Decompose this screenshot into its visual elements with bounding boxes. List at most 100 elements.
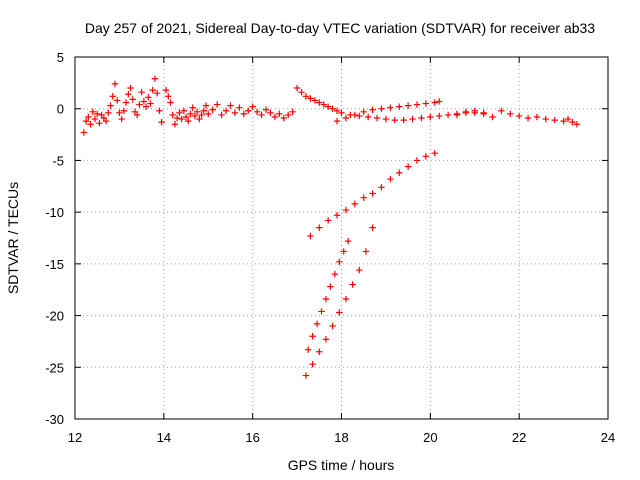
- data-point: [560, 117, 567, 125]
- x-tick-label: 14: [157, 430, 171, 445]
- data-point: [142, 103, 150, 110]
- axis-ticks: [74, 56, 609, 420]
- data-point: [149, 86, 156, 94]
- data-point: [309, 333, 316, 340]
- data-point: [387, 175, 394, 183]
- y-tick-label: -5: [52, 153, 64, 168]
- data-point: [360, 194, 367, 201]
- data-point: [276, 110, 283, 118]
- data-point: [331, 271, 339, 278]
- data-point: [140, 98, 148, 105]
- data-point: [422, 153, 430, 160]
- y-tick-label: -20: [45, 309, 64, 324]
- data-point: [309, 360, 316, 368]
- data-point: [122, 99, 130, 106]
- data-point: [533, 113, 541, 121]
- data-point: [333, 212, 341, 219]
- data-point: [524, 114, 532, 122]
- data-point: [542, 115, 550, 123]
- data-point: [193, 108, 201, 116]
- data-point: [360, 108, 367, 116]
- data-point: [167, 99, 174, 106]
- y-tick-label: -15: [45, 257, 64, 272]
- series-2: [333, 98, 443, 125]
- x-tick-label: 18: [334, 430, 348, 445]
- data-point: [404, 163, 412, 170]
- data-point: [409, 115, 416, 123]
- data-point: [396, 103, 403, 110]
- x-tick-label: 22: [512, 430, 526, 445]
- data-point: [387, 104, 394, 111]
- data-point: [316, 224, 323, 231]
- data-point: [107, 102, 114, 109]
- data-point: [342, 114, 350, 122]
- chart-title: Day 257 of 2021, Sidereal Day-to-day VTE…: [85, 20, 595, 36]
- data-point: [507, 110, 514, 118]
- data-point: [427, 113, 434, 121]
- data-point: [249, 103, 256, 110]
- data-point: [102, 117, 110, 125]
- data-point: [202, 102, 210, 109]
- data-point: [240, 110, 247, 118]
- data-point: [105, 109, 112, 117]
- data-point: [94, 110, 101, 118]
- series-1: [293, 84, 487, 124]
- data-point: [322, 336, 330, 343]
- data-point: [569, 118, 576, 126]
- data-point: [338, 109, 345, 117]
- data-point: [551, 116, 558, 124]
- data-point: [200, 107, 208, 114]
- data-point: [378, 105, 385, 112]
- series-0: [80, 75, 296, 136]
- data-point: [418, 114, 425, 122]
- y-tick-labels: 5 0 -5 -10 -15 -20 -25 -30: [45, 50, 64, 427]
- data-point: [349, 281, 356, 288]
- data-point: [262, 106, 270, 113]
- data-point: [191, 112, 199, 120]
- data-point: [364, 113, 372, 121]
- data-point: [267, 109, 274, 117]
- data-point: [227, 102, 234, 109]
- data-point: [329, 322, 336, 330]
- x-tick-label: 20: [423, 430, 437, 445]
- data-point: [187, 110, 194, 118]
- y-tick-label: -10: [45, 205, 64, 220]
- data-point: [182, 113, 190, 121]
- y-tick-label: -30: [45, 412, 64, 427]
- data-point: [313, 320, 321, 328]
- data-point: [489, 113, 496, 121]
- data-point: [302, 372, 310, 379]
- data-point: [156, 107, 163, 114]
- data-points: [80, 75, 581, 379]
- data-point: [205, 110, 212, 118]
- data-point: [147, 100, 154, 107]
- data-point: [324, 217, 332, 224]
- y-tick-label: -25: [45, 360, 64, 375]
- data-point: [351, 200, 359, 208]
- data-point: [382, 115, 390, 123]
- data-point: [302, 93, 310, 100]
- data-point: [336, 258, 343, 265]
- data-point: [362, 248, 370, 255]
- data-point: [218, 111, 225, 119]
- data-point: [480, 110, 487, 118]
- data-point: [116, 109, 123, 117]
- data-point: [178, 115, 185, 123]
- data-point: [285, 111, 292, 119]
- data-point: [311, 97, 319, 104]
- data-point: [125, 91, 132, 98]
- data-point: [431, 149, 438, 157]
- data-point: [391, 116, 398, 124]
- data-point: [158, 118, 165, 126]
- data-point: [293, 84, 301, 92]
- data-point: [471, 107, 478, 114]
- data-point: [165, 93, 172, 100]
- data-point: [431, 99, 438, 106]
- data-point: [118, 115, 125, 123]
- data-point: [189, 104, 196, 111]
- data-point: [436, 112, 443, 120]
- data-point: [85, 113, 92, 121]
- data-point: [396, 169, 403, 177]
